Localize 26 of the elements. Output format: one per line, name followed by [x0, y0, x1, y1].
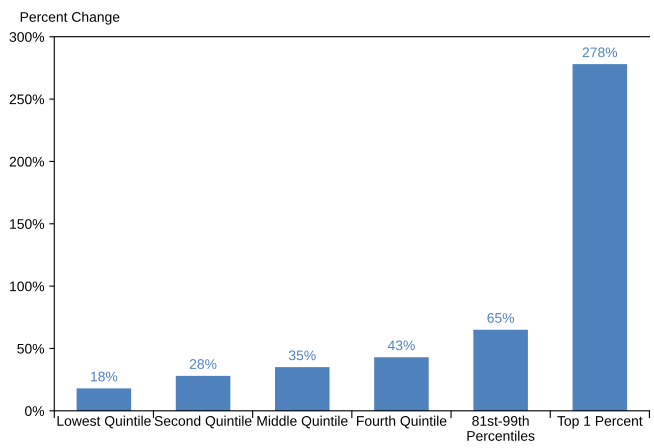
- x-tick-label: Second Quintile: [154, 416, 252, 428]
- y-tick-label: 200%: [10, 156, 44, 167]
- data-label: 278%: [582, 47, 618, 58]
- y-tick-label: 100%: [10, 281, 44, 292]
- y-tick-label: 250%: [10, 94, 44, 104]
- bar: [374, 357, 429, 411]
- x-tick-label: 81st-99th Percentiles: [467, 416, 534, 441]
- bar: [572, 64, 628, 411]
- x-tick-label: Fourth Quintile: [357, 416, 446, 428]
- y-tick-label: 300%: [10, 32, 44, 42]
- y-tick-label: 50%: [17, 344, 44, 354]
- data-label: 28%: [190, 359, 216, 369]
- x-tick-label: Middle Quintile: [257, 416, 348, 428]
- bar: [76, 388, 132, 411]
- bar: [176, 376, 230, 411]
- y-axis-title: Percent Change: [20, 12, 120, 25]
- x-tick-label: Lowest Quintile: [58, 416, 151, 428]
- bar: [473, 330, 528, 411]
- y-tick-label: 150%: [10, 219, 44, 229]
- bar: [274, 367, 330, 411]
- y-tick-label: 0%: [25, 406, 44, 416]
- data-label: 18%: [91, 372, 118, 382]
- data-label: 35%: [288, 350, 316, 360]
- data-label: 43%: [388, 340, 415, 350]
- x-tick-label: Top 1 Percent: [557, 416, 643, 429]
- data-label: 65%: [487, 313, 514, 323]
